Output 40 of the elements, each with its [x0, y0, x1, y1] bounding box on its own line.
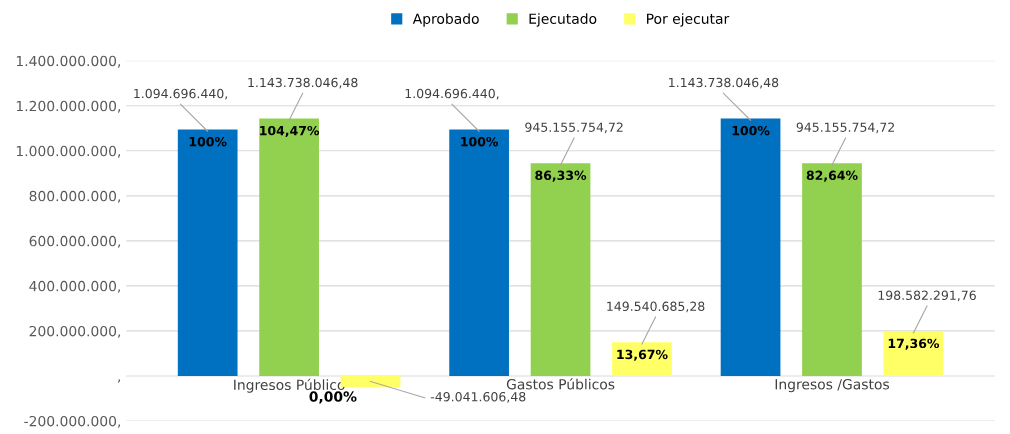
annotation: 100% [189, 136, 227, 147]
annotation: 82,64% [806, 170, 858, 182]
y-tick-label: 1.000.000.000, [16, 145, 121, 158]
legend-label: Ejecutado [529, 13, 597, 27]
bar [802, 163, 862, 376]
bar [530, 163, 591, 376]
y-tick-label: 400.000.000, [29, 280, 121, 293]
annotation: 100% [461, 136, 499, 147]
x-tick-label: Gastos Públicos [506, 378, 615, 390]
data-label: 945.155.754,72 [525, 122, 623, 134]
annotation: 13,67% [617, 349, 668, 361]
bar [612, 342, 672, 376]
data-label: 945.155.754,72 [796, 122, 895, 134]
data-label: 1.143.738.046,48 [248, 77, 358, 89]
x-tick-label: Ingresos /Gastos [775, 378, 890, 393]
legend-label: Por ejecutar [647, 13, 730, 27]
bar [177, 129, 238, 376]
y-tick-label: 200.000.000, [29, 325, 121, 338]
data-label: -49.041.606,48 [430, 391, 526, 403]
bar [449, 129, 509, 376]
y-tick-label: 1.400.000.000, [16, 55, 121, 68]
legend-label: Aprobado [412, 13, 479, 27]
annotation: 17,36% [888, 338, 940, 350]
y-tick-label: 1.200.000.000, [16, 100, 121, 113]
bar [259, 118, 319, 376]
y-tick-label: 600.000.000, [29, 235, 121, 248]
bar [883, 331, 944, 376]
annotation: 0,00% [309, 391, 357, 404]
data-label: 1.143.738.046,48 [669, 77, 779, 89]
data-label: 198.582.291,76 [878, 290, 976, 302]
y-tick-label: -200.000.000, [24, 415, 121, 428]
data-label: 149.540.685,28 [607, 301, 705, 313]
annotation: 100% [732, 125, 770, 136]
y-tick-label: , [118, 379, 121, 383]
annotation: 86,33% [535, 170, 587, 182]
data-label: 1.094.696.440, [405, 88, 499, 100]
y-tick-label: 800.000.000, [29, 190, 121, 203]
data-label: 1.094.696.440, [134, 88, 228, 100]
annotation: 104,47% [260, 125, 320, 137]
bar [720, 118, 781, 376]
